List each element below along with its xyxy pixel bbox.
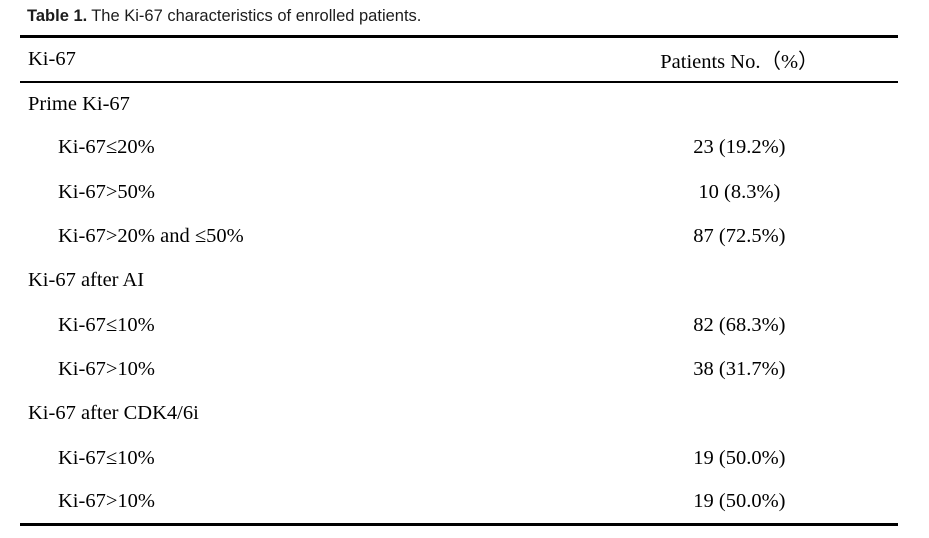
ki67-table: Ki-67 Patients No.（%） Prime Ki-67 Ki-67≤2… [20, 35, 898, 526]
table-head: Ki-67 Patients No.（%） [20, 37, 898, 82]
table-row-sub: Ki-67>10% 38 (31.7%) [20, 347, 898, 391]
row-value [581, 392, 898, 436]
column-header-ki67: Ki-67 [28, 47, 76, 70]
table-body: Prime Ki-67 Ki-67≤20% 23 (19.2%) Ki-67>50% 1… [20, 82, 898, 525]
table-row-sub: Ki-67>20% and ≤50% 87 (72.5%) [20, 214, 898, 258]
row-label: Ki-67 after AI [28, 269, 145, 292]
row-value: 23 (19.2%) [693, 136, 786, 159]
row-value: 87 (72.5%) [693, 225, 786, 248]
table-row-sub: Ki-67>10% 19 (50.0%) [20, 480, 898, 524]
table-caption-label: Table 1. [27, 7, 88, 25]
table-row-sub: Ki-67≤20% 23 (19.2%) [20, 126, 898, 170]
table-row-group: Prime Ki-67 [20, 82, 898, 126]
row-label: Ki-67>10% [58, 357, 155, 380]
row-label: Ki-67≤10% [58, 446, 155, 469]
row-value: 19 (50.0%) [693, 446, 786, 469]
row-value [581, 259, 898, 303]
table-row-sub: Ki-67>50% 10 (8.3%) [20, 170, 898, 214]
table-row-sub: Ki-67≤10% 19 (50.0%) [20, 436, 898, 480]
table-caption-text: The Ki-67 characteristics of enrolled pa… [91, 7, 422, 25]
row-value: 82 (68.3%) [693, 313, 786, 336]
row-label: Ki-67>20% and ≤50% [58, 225, 244, 248]
table-caption: Table 1. The Ki-67 characteristics of enr… [27, 5, 421, 27]
table-row-group: Ki-67 after CDK4/6i [20, 392, 898, 436]
table-row-group: Ki-67 after AI [20, 259, 898, 303]
table-row-sub: Ki-67≤10% 82 (68.3%) [20, 303, 898, 347]
row-value: 19 (50.0%) [693, 490, 786, 513]
row-label: Ki-67>50% [58, 180, 155, 203]
row-label: Prime Ki-67 [28, 92, 130, 115]
row-value [581, 82, 898, 126]
row-value: 10 (8.3%) [698, 180, 781, 203]
row-value: 38 (31.7%) [693, 357, 786, 380]
column-header-patients-no: Patients No.（%） [660, 51, 819, 74]
row-label: Ki-67 after CDK4/6i [28, 402, 199, 425]
header-row: Ki-67 Patients No.（%） [20, 37, 898, 82]
row-label: Ki-67≤20% [58, 136, 155, 159]
row-label: Ki-67≤10% [58, 313, 155, 336]
row-label: Ki-67>10% [58, 490, 155, 513]
